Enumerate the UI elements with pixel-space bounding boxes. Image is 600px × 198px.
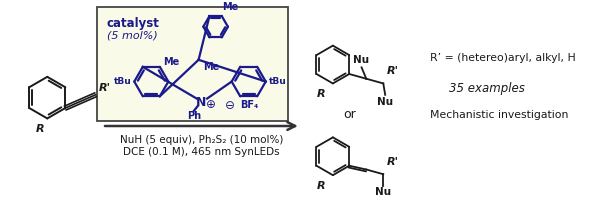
Text: R': R' (387, 66, 399, 76)
Text: Nu: Nu (353, 55, 370, 66)
Text: N: N (196, 96, 206, 109)
Text: Ph: Ph (187, 111, 201, 121)
Text: R: R (35, 124, 44, 134)
Text: Mechanistic investigation: Mechanistic investigation (430, 110, 569, 120)
Text: Me: Me (163, 57, 179, 67)
Text: ⊖: ⊖ (225, 99, 235, 112)
Text: tBu: tBu (269, 77, 286, 86)
Text: catalyst: catalyst (107, 17, 160, 30)
Text: Me: Me (203, 62, 220, 72)
Text: Me: Me (222, 2, 238, 11)
Text: or: or (344, 108, 356, 121)
Text: R: R (317, 181, 326, 191)
Text: NuH (5 equiv), Ph₂S₂ (10 mol%): NuH (5 equiv), Ph₂S₂ (10 mol%) (120, 135, 283, 146)
Text: 35 examples: 35 examples (449, 82, 525, 95)
Text: R': R' (98, 83, 110, 93)
Text: (5 mol%): (5 mol%) (107, 30, 158, 40)
Text: R’ = (hetereo)aryl, alkyl, H: R’ = (hetereo)aryl, alkyl, H (430, 53, 576, 63)
Text: R: R (317, 89, 326, 99)
Text: Nu: Nu (375, 188, 391, 197)
Text: Nu: Nu (377, 97, 393, 107)
Text: R': R' (387, 157, 399, 167)
Text: tBu: tBu (113, 77, 131, 86)
Bar (97, 7, 289, 121)
Text: ⊕: ⊕ (206, 98, 216, 111)
Text: DCE (0.1 M), 465 nm SynLEDs: DCE (0.1 M), 465 nm SynLEDs (123, 147, 280, 157)
Text: BF₄: BF₄ (240, 100, 259, 110)
